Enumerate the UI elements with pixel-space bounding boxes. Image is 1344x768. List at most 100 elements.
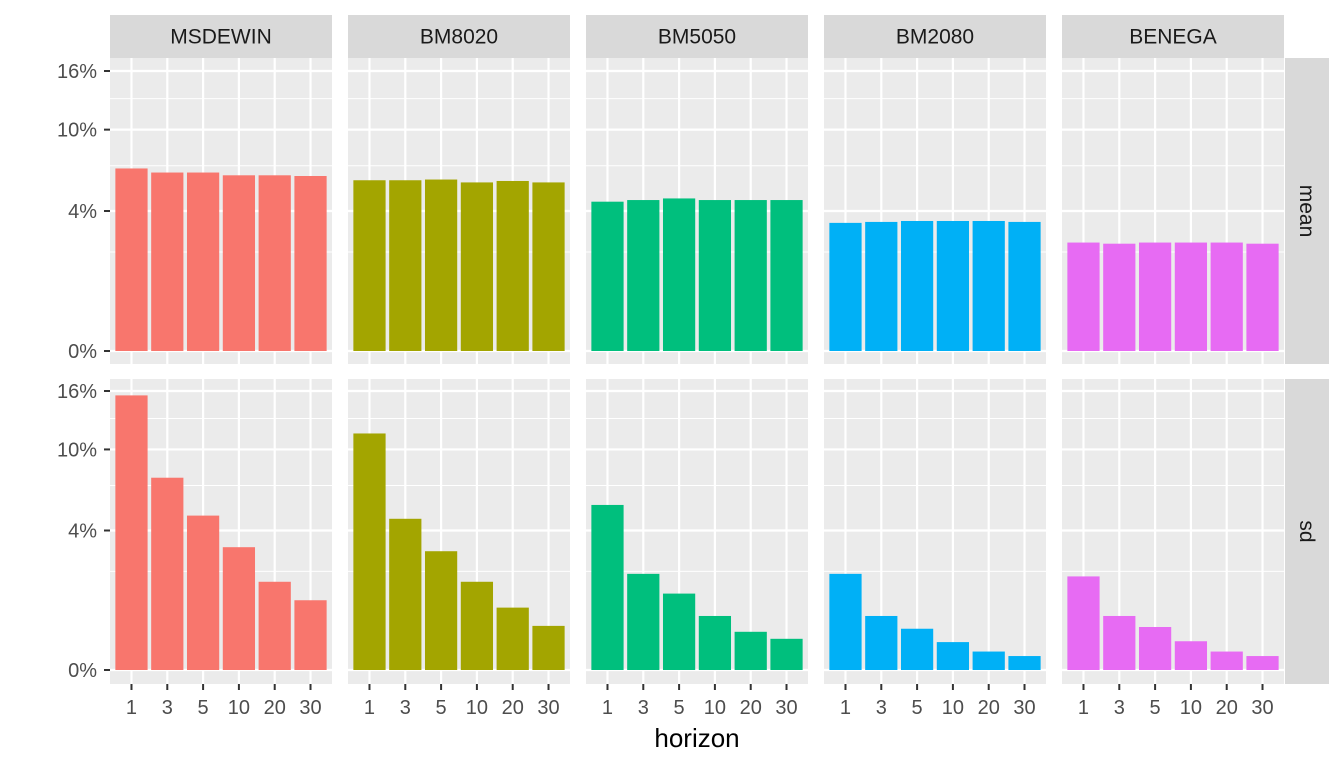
facet-strip-BM2080: [824, 15, 1046, 58]
bar-sd-MSDEWIN-5: [186, 515, 220, 670]
bar-mean-BENEGA-10: [1174, 242, 1208, 351]
y-tick-label: 4%: [68, 521, 97, 543]
bar-mean-BENEGA-5: [1138, 242, 1172, 351]
bar-mean-BM5050-5: [662, 198, 696, 351]
bar-sd-BM8020-20: [496, 607, 529, 670]
y-tick-label: 4%: [68, 201, 97, 223]
bar-mean-BM2080-1: [829, 222, 862, 351]
bar-sd-BM2080-1: [829, 573, 862, 670]
x-tick-label: 30: [1013, 697, 1035, 719]
bar-mean-BM2080-3: [865, 221, 898, 351]
bar-mean-BM5050-10: [698, 200, 732, 351]
bar-sd-BM8020-10: [460, 581, 494, 670]
bar-mean-BM2080-5: [900, 220, 934, 351]
x-tick-label: 30: [1251, 697, 1273, 719]
bar-sd-BM5050-10: [698, 615, 732, 670]
x-tick-label: 3: [162, 697, 173, 719]
bar-sd-BM5050-1: [591, 504, 624, 670]
bar-mean-MSDEWIN-30: [294, 176, 327, 351]
bar-sd-MSDEWIN-1: [115, 395, 148, 670]
x-tick-label: 3: [1114, 697, 1125, 719]
bar-sd-BM2080-3: [865, 615, 898, 670]
bar-mean-BM8020-10: [460, 182, 494, 351]
facet-strip-sd: [1285, 379, 1329, 684]
y-tick-label: 0%: [68, 660, 97, 682]
bar-sd-MSDEWIN-3: [151, 477, 184, 670]
x-tick-label: 1: [364, 697, 375, 719]
bar-mean-BENEGA-1: [1067, 242, 1100, 351]
bar-mean-BM5050-3: [627, 200, 660, 351]
x-tick-label: 5: [912, 697, 923, 719]
facet-strip-BM5050: [586, 15, 808, 58]
facet-label-MSDEWIN: MSDEWIN: [170, 26, 272, 49]
x-tick-label: 20: [740, 697, 762, 719]
bar-sd-BM8020-1: [353, 433, 386, 670]
facet-label-BENEGA: BENEGA: [1129, 26, 1217, 49]
bar-mean-BENEGA-20: [1210, 242, 1243, 351]
bar-mean-MSDEWIN-5: [186, 172, 220, 351]
bar-mean-BENEGA-30: [1246, 243, 1279, 351]
x-tick-label: 1: [602, 697, 613, 719]
y-tick-label: 16%: [57, 61, 97, 83]
x-tick-label: 30: [299, 697, 321, 719]
bar-sd-BM8020-30: [532, 625, 565, 670]
bar-mean-BM5050-1: [591, 201, 624, 351]
bar-mean-BM2080-10: [936, 220, 970, 351]
x-tick-label: 1: [840, 697, 851, 719]
facet-strip-BENEGA: [1062, 15, 1284, 58]
x-tick-label: 20: [264, 697, 286, 719]
y-tick-label: 10%: [57, 120, 97, 142]
bar-sd-BM2080-20: [972, 651, 1005, 670]
bar-sd-BENEGA-5: [1138, 627, 1172, 670]
bar-mean-BM8020-3: [389, 180, 422, 351]
bar-mean-BM5050-20: [734, 200, 767, 351]
bar-mean-BM2080-20: [972, 220, 1005, 351]
x-axis-title: horizon: [654, 723, 739, 753]
bar-mean-MSDEWIN-20: [258, 175, 291, 351]
x-tick-label: 10: [704, 697, 726, 719]
bar-sd-BENEGA-10: [1174, 641, 1208, 670]
x-tick-label: 5: [674, 697, 685, 719]
y-tick-label: 10%: [57, 439, 97, 461]
y-tick-label: 16%: [57, 381, 97, 403]
x-tick-label: 30: [775, 697, 797, 719]
bar-mean-BM2080-30: [1008, 221, 1041, 351]
bar-mean-BENEGA-3: [1103, 243, 1136, 351]
x-tick-label: 3: [876, 697, 887, 719]
facet-label-mean: mean: [1295, 185, 1318, 238]
bar-sd-BM5050-30: [770, 638, 803, 670]
bar-sd-BM8020-3: [389, 518, 422, 670]
y-tick-label: 0%: [68, 341, 97, 363]
bar-sd-BM5050-20: [734, 631, 767, 670]
bar-mean-MSDEWIN-1: [115, 168, 148, 351]
bar-sd-BM5050-3: [627, 573, 660, 670]
bar-mean-BM8020-1: [353, 180, 386, 351]
facet-label-BM8020: BM8020: [420, 26, 498, 49]
facet-strip-mean: [1285, 58, 1329, 364]
x-tick-label: 5: [1150, 697, 1161, 719]
bar-mean-BM8020-20: [496, 180, 529, 351]
facet-strip-MSDEWIN: [110, 15, 332, 58]
bar-mean-MSDEWIN-3: [151, 172, 184, 351]
bar-sd-MSDEWIN-10: [222, 547, 256, 670]
bar-sd-BM2080-30: [1008, 656, 1041, 670]
bar-sd-BM5050-5: [662, 593, 696, 670]
x-tick-label: 30: [537, 697, 559, 719]
bar-sd-MSDEWIN-30: [294, 600, 327, 670]
facet-label-sd: sd: [1295, 520, 1318, 542]
bar-mean-MSDEWIN-10: [222, 175, 256, 351]
x-tick-label: 5: [436, 697, 447, 719]
bar-sd-BM2080-5: [900, 628, 934, 670]
facet-label-BM2080: BM2080: [896, 26, 974, 49]
x-tick-label: 10: [228, 697, 250, 719]
x-tick-label: 20: [1216, 697, 1238, 719]
bar-sd-BM2080-10: [936, 642, 970, 670]
bar-mean-BM8020-30: [532, 182, 565, 351]
x-tick-label: 10: [942, 697, 964, 719]
x-tick-label: 3: [400, 697, 411, 719]
x-tick-label: 3: [638, 697, 649, 719]
x-tick-label: 5: [198, 697, 209, 719]
facet-label-BM5050: BM5050: [658, 26, 736, 49]
